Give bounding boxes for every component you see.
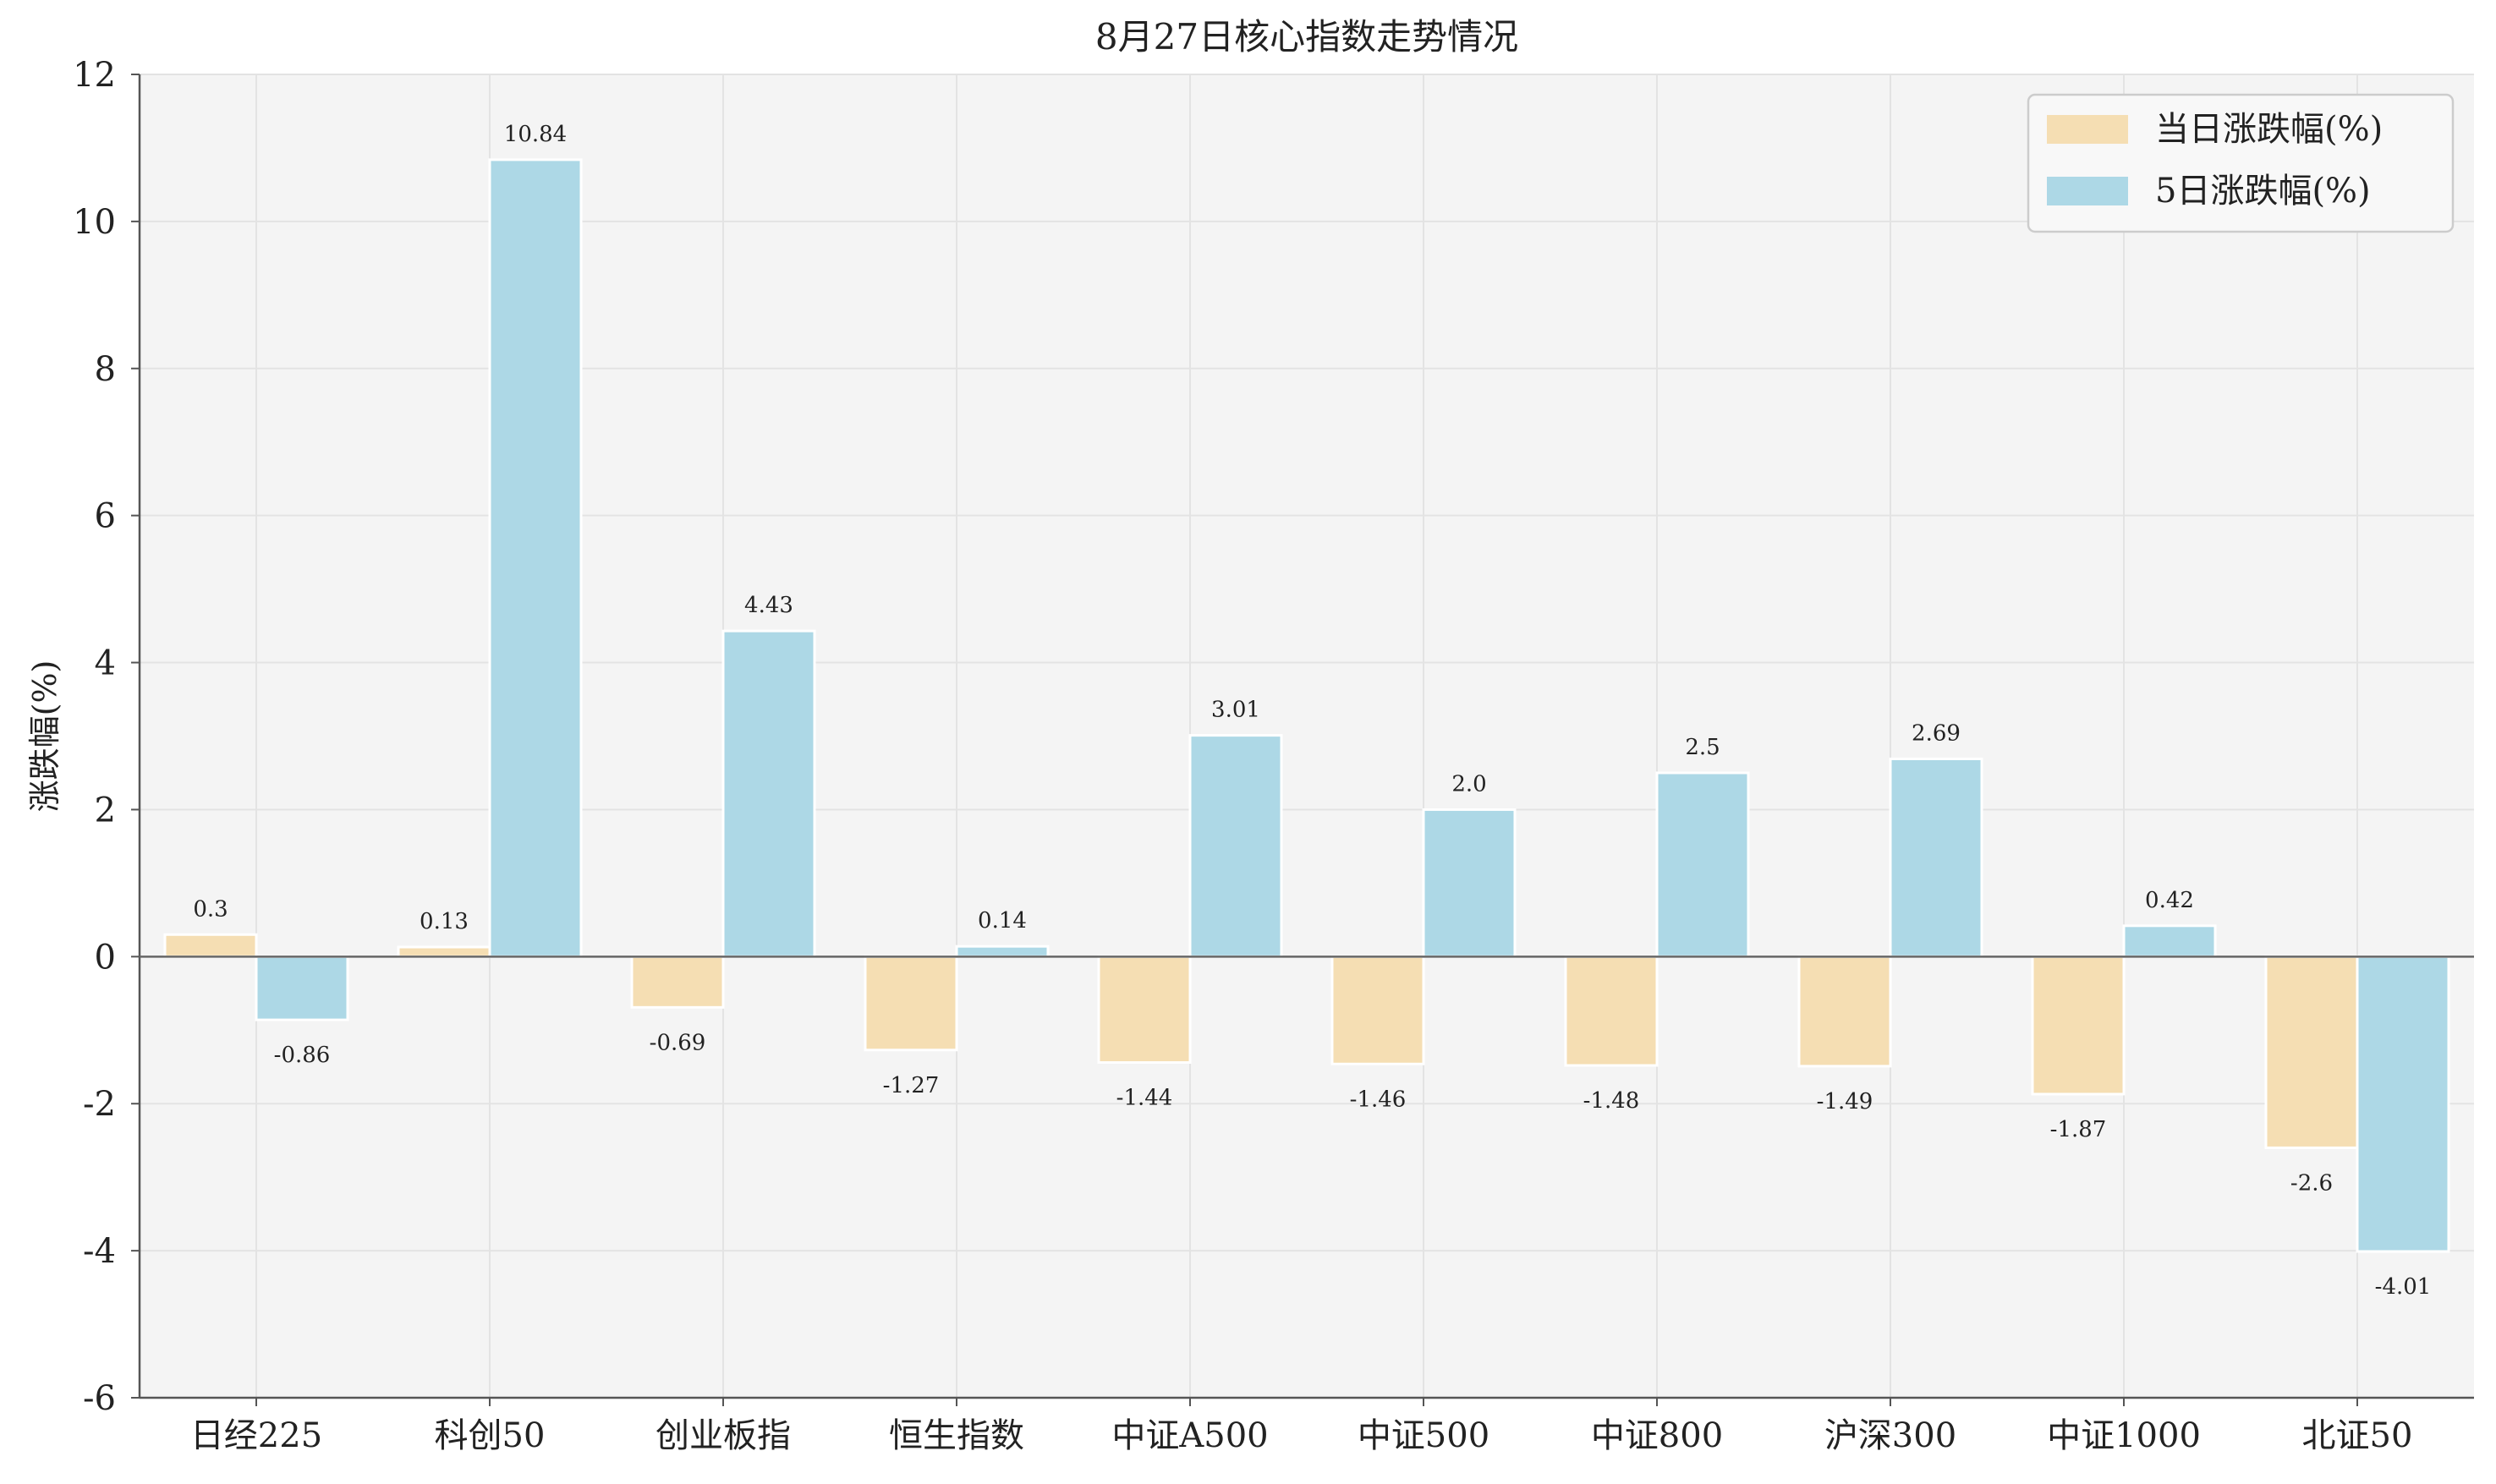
data-label: 0.13 (420, 909, 469, 934)
data-label: 3.01 (1211, 698, 1260, 723)
y-tick-label: 10 (73, 203, 116, 242)
data-label: 4.43 (744, 593, 793, 618)
y-axis-label: 涨跌幅(%) (26, 660, 63, 813)
bar (163, 933, 258, 958)
x-tick-label: 中证800 (1591, 1416, 1723, 1455)
bar (1797, 955, 1892, 1068)
bar (1330, 955, 1425, 1065)
x-tick-label: 北证50 (2302, 1416, 2413, 1455)
bar (2356, 955, 2450, 1253)
bar (630, 955, 725, 1009)
bar (1655, 771, 1750, 958)
x-tick-label: 中证1000 (2047, 1416, 2201, 1455)
tick-labels: -6 -4 -2 0 2 4 6 8 10 12 日经225 科创50 创业板指 恒生指数 中证A500 中证… (73, 56, 2412, 1455)
bar (397, 945, 491, 958)
bar (2264, 955, 2359, 1149)
y-tick-label: -2 (83, 1085, 116, 1124)
bar (2122, 924, 2217, 958)
x-tick-label: 恒生指数 (889, 1416, 1024, 1455)
bar (1188, 734, 1283, 958)
bar (864, 955, 958, 1052)
bar (488, 158, 583, 958)
x-tick-label: 中证500 (1358, 1416, 1489, 1455)
data-labels: 0.3 0.13 -0.69 -1.27 -1.44 -1.46 -1.48 -1.49 -1.… (193, 122, 2431, 1300)
x-tick-label: 创业板指 (656, 1416, 791, 1455)
bar (721, 629, 816, 958)
y-tick-label: 6 (95, 497, 116, 536)
y-tick-label: 12 (73, 56, 116, 95)
data-label: -1.44 (1116, 1086, 1173, 1111)
bar (1564, 955, 1659, 1067)
x-tick-label: 日经225 (190, 1416, 322, 1455)
y-tick-label: -6 (83, 1379, 116, 1418)
data-label: -0.69 (650, 1030, 706, 1055)
data-label: -2.6 (2290, 1170, 2333, 1196)
data-label: -1.27 (883, 1073, 940, 1098)
chart-title: 8月27日核心指数走势情况 (1095, 16, 1518, 57)
x-tick-label: 沪深300 (1824, 1416, 1956, 1455)
data-label: -1.48 (1583, 1088, 1640, 1114)
bars (163, 158, 2450, 1253)
bar (255, 955, 349, 1021)
data-label: -1.46 (1350, 1087, 1407, 1112)
data-label: -4.01 (2375, 1274, 2432, 1300)
legend-entry: 当日涨跌幅(%) (2155, 110, 2383, 149)
data-label: -1.49 (1817, 1089, 1873, 1114)
data-label: -1.87 (2050, 1117, 2107, 1142)
data-label: 2.0 (1451, 771, 1486, 797)
bar (955, 945, 1050, 958)
data-label: 2.5 (1685, 735, 1720, 760)
y-tick-label: 4 (95, 644, 116, 683)
data-label: 2.69 (1912, 720, 1961, 746)
y-tick-label: 2 (95, 791, 116, 830)
x-tick-label: 科创50 (435, 1416, 546, 1455)
y-tick-label: 8 (95, 350, 116, 389)
bar (2031, 955, 2126, 1096)
data-label: 10.84 (504, 122, 567, 147)
data-label: -0.86 (274, 1043, 331, 1068)
bar (1422, 808, 1517, 958)
axes (131, 74, 2474, 1406)
legend-swatch (2047, 177, 2128, 205)
data-label: 0.14 (978, 908, 1027, 934)
legend-box (2027, 93, 2455, 233)
legend: 当日涨跌幅(%) 5日涨跌幅(%) (2027, 93, 2455, 233)
legend-entry: 5日涨跌幅(%) (2155, 172, 2371, 211)
legend-swatch (2047, 115, 2128, 144)
y-tick-label: -4 (83, 1232, 116, 1271)
data-label: 0.42 (2145, 888, 2194, 913)
y-tick-label: 0 (95, 938, 116, 977)
bar (1097, 955, 1192, 1065)
bar (1889, 757, 1983, 958)
data-label: 0.3 (193, 896, 228, 922)
x-tick-label: 中证A500 (1111, 1416, 1268, 1455)
